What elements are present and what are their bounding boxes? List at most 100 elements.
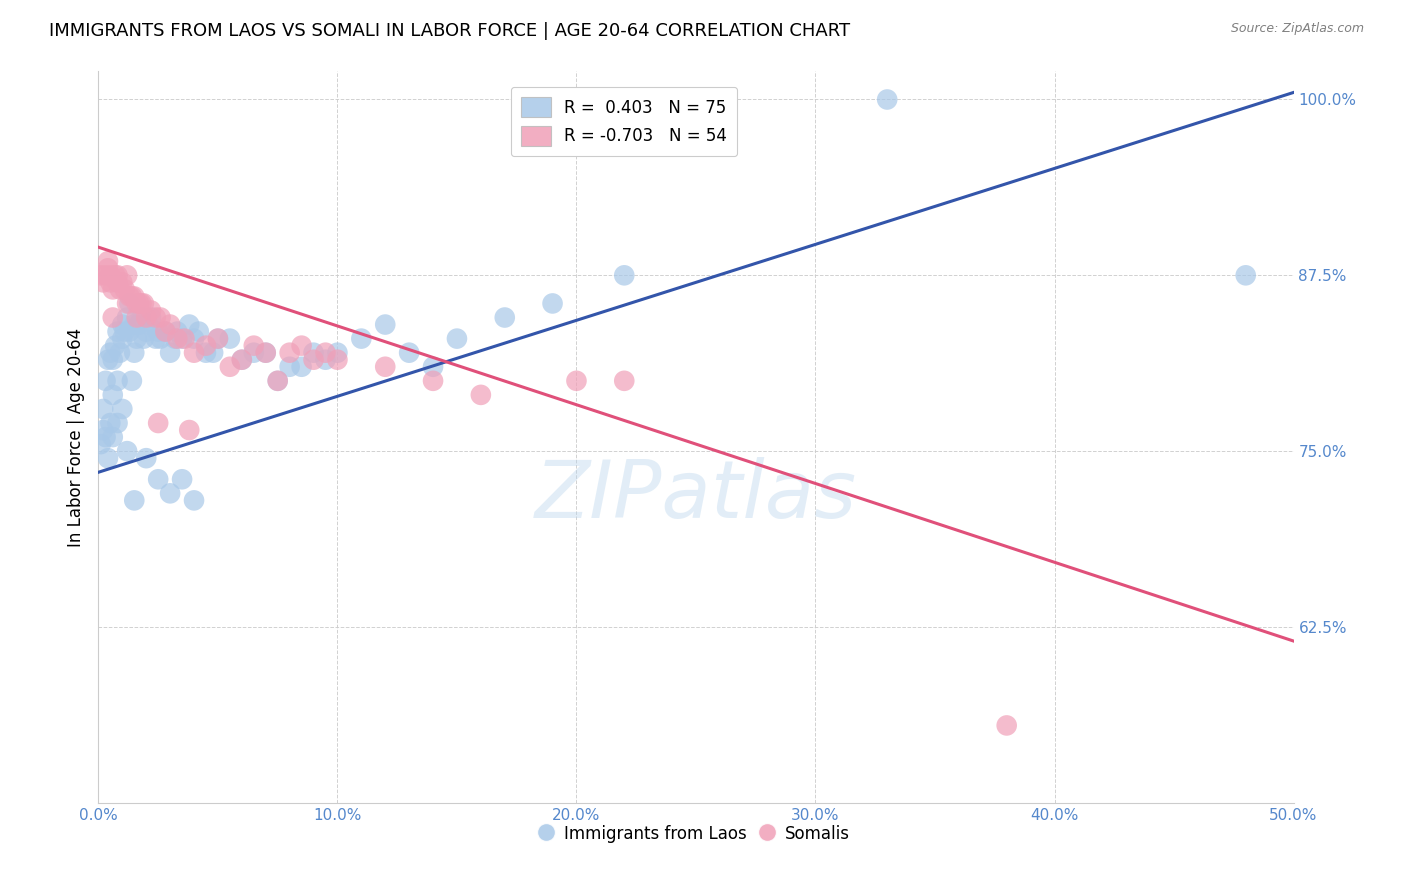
Point bbox=[219, 359, 242, 374]
Point bbox=[97, 261, 120, 276]
Point bbox=[108, 345, 131, 359]
Point bbox=[422, 359, 444, 374]
Point bbox=[138, 318, 160, 332]
Text: IMMIGRANTS FROM LAOS VS SOMALI IN LABOR FORCE | AGE 20-64 CORRELATION CHART: IMMIGRANTS FROM LAOS VS SOMALI IN LABOR … bbox=[49, 22, 851, 40]
Point bbox=[94, 374, 117, 388]
Point bbox=[121, 289, 143, 303]
Point bbox=[124, 493, 146, 508]
Point bbox=[179, 318, 201, 332]
Point bbox=[326, 352, 349, 367]
Point bbox=[159, 345, 181, 359]
Point bbox=[115, 444, 138, 458]
Point bbox=[613, 374, 636, 388]
Point bbox=[91, 276, 114, 290]
Point bbox=[124, 289, 146, 303]
Point bbox=[494, 310, 516, 325]
Point bbox=[254, 345, 277, 359]
Point bbox=[107, 374, 129, 388]
Text: Source: ZipAtlas.com: Source: ZipAtlas.com bbox=[1230, 22, 1364, 36]
Point bbox=[254, 345, 277, 359]
Point bbox=[124, 318, 146, 332]
Point bbox=[125, 332, 148, 346]
Point bbox=[115, 310, 138, 325]
Point bbox=[139, 310, 162, 325]
Point bbox=[115, 268, 138, 283]
Point bbox=[231, 352, 253, 367]
Point bbox=[172, 472, 194, 486]
Point bbox=[166, 332, 188, 346]
Point bbox=[173, 332, 195, 346]
Point bbox=[145, 310, 167, 325]
Point bbox=[149, 332, 172, 346]
Point bbox=[422, 374, 444, 388]
Point bbox=[202, 345, 225, 359]
Point bbox=[187, 325, 209, 339]
Point bbox=[267, 374, 290, 388]
Point bbox=[148, 416, 170, 430]
Point bbox=[876, 93, 898, 107]
Point bbox=[231, 352, 253, 367]
Point bbox=[125, 310, 148, 325]
Point bbox=[125, 296, 148, 310]
Point bbox=[315, 345, 337, 359]
Point bbox=[124, 345, 146, 359]
Point bbox=[128, 296, 150, 310]
Point bbox=[159, 318, 181, 332]
Point bbox=[118, 296, 141, 310]
Point bbox=[159, 486, 181, 500]
Point bbox=[104, 268, 127, 283]
Point bbox=[243, 339, 266, 353]
Point bbox=[94, 430, 117, 444]
Point bbox=[111, 401, 134, 416]
Point bbox=[121, 374, 143, 388]
Point bbox=[135, 451, 157, 466]
Point bbox=[115, 296, 138, 310]
Point bbox=[97, 352, 120, 367]
Point bbox=[148, 325, 170, 339]
Point bbox=[219, 332, 242, 346]
Point bbox=[97, 451, 120, 466]
Point bbox=[111, 332, 134, 346]
Y-axis label: In Labor Force | Age 20-64: In Labor Force | Age 20-64 bbox=[66, 327, 84, 547]
Point bbox=[114, 325, 136, 339]
Point bbox=[107, 325, 129, 339]
Point bbox=[470, 388, 492, 402]
Point bbox=[104, 339, 127, 353]
Point bbox=[291, 359, 314, 374]
Point bbox=[163, 332, 186, 346]
Point bbox=[101, 430, 124, 444]
Point bbox=[278, 345, 301, 359]
Point bbox=[179, 423, 201, 437]
Point bbox=[97, 254, 120, 268]
Point bbox=[207, 332, 229, 346]
Point bbox=[107, 276, 129, 290]
Point bbox=[90, 437, 112, 451]
Point bbox=[155, 325, 177, 339]
Point bbox=[195, 345, 218, 359]
Point bbox=[114, 282, 136, 296]
Point bbox=[148, 472, 170, 486]
Point bbox=[243, 345, 266, 359]
Point bbox=[315, 352, 337, 367]
Point bbox=[565, 374, 588, 388]
Point bbox=[139, 303, 162, 318]
Point bbox=[107, 268, 129, 283]
Point bbox=[613, 268, 636, 283]
Point bbox=[118, 289, 141, 303]
Point bbox=[183, 345, 205, 359]
Point bbox=[135, 325, 157, 339]
Point bbox=[207, 332, 229, 346]
Point bbox=[111, 276, 134, 290]
Point bbox=[132, 332, 155, 346]
Point bbox=[98, 416, 122, 430]
Point bbox=[145, 332, 167, 346]
Point bbox=[995, 718, 1018, 732]
Point bbox=[166, 325, 188, 339]
Point bbox=[446, 332, 468, 346]
Point bbox=[94, 268, 117, 283]
Text: ZIPatlas: ZIPatlas bbox=[534, 457, 858, 534]
Point bbox=[183, 332, 205, 346]
Point bbox=[326, 345, 349, 359]
Point bbox=[291, 339, 314, 353]
Point bbox=[131, 310, 153, 325]
